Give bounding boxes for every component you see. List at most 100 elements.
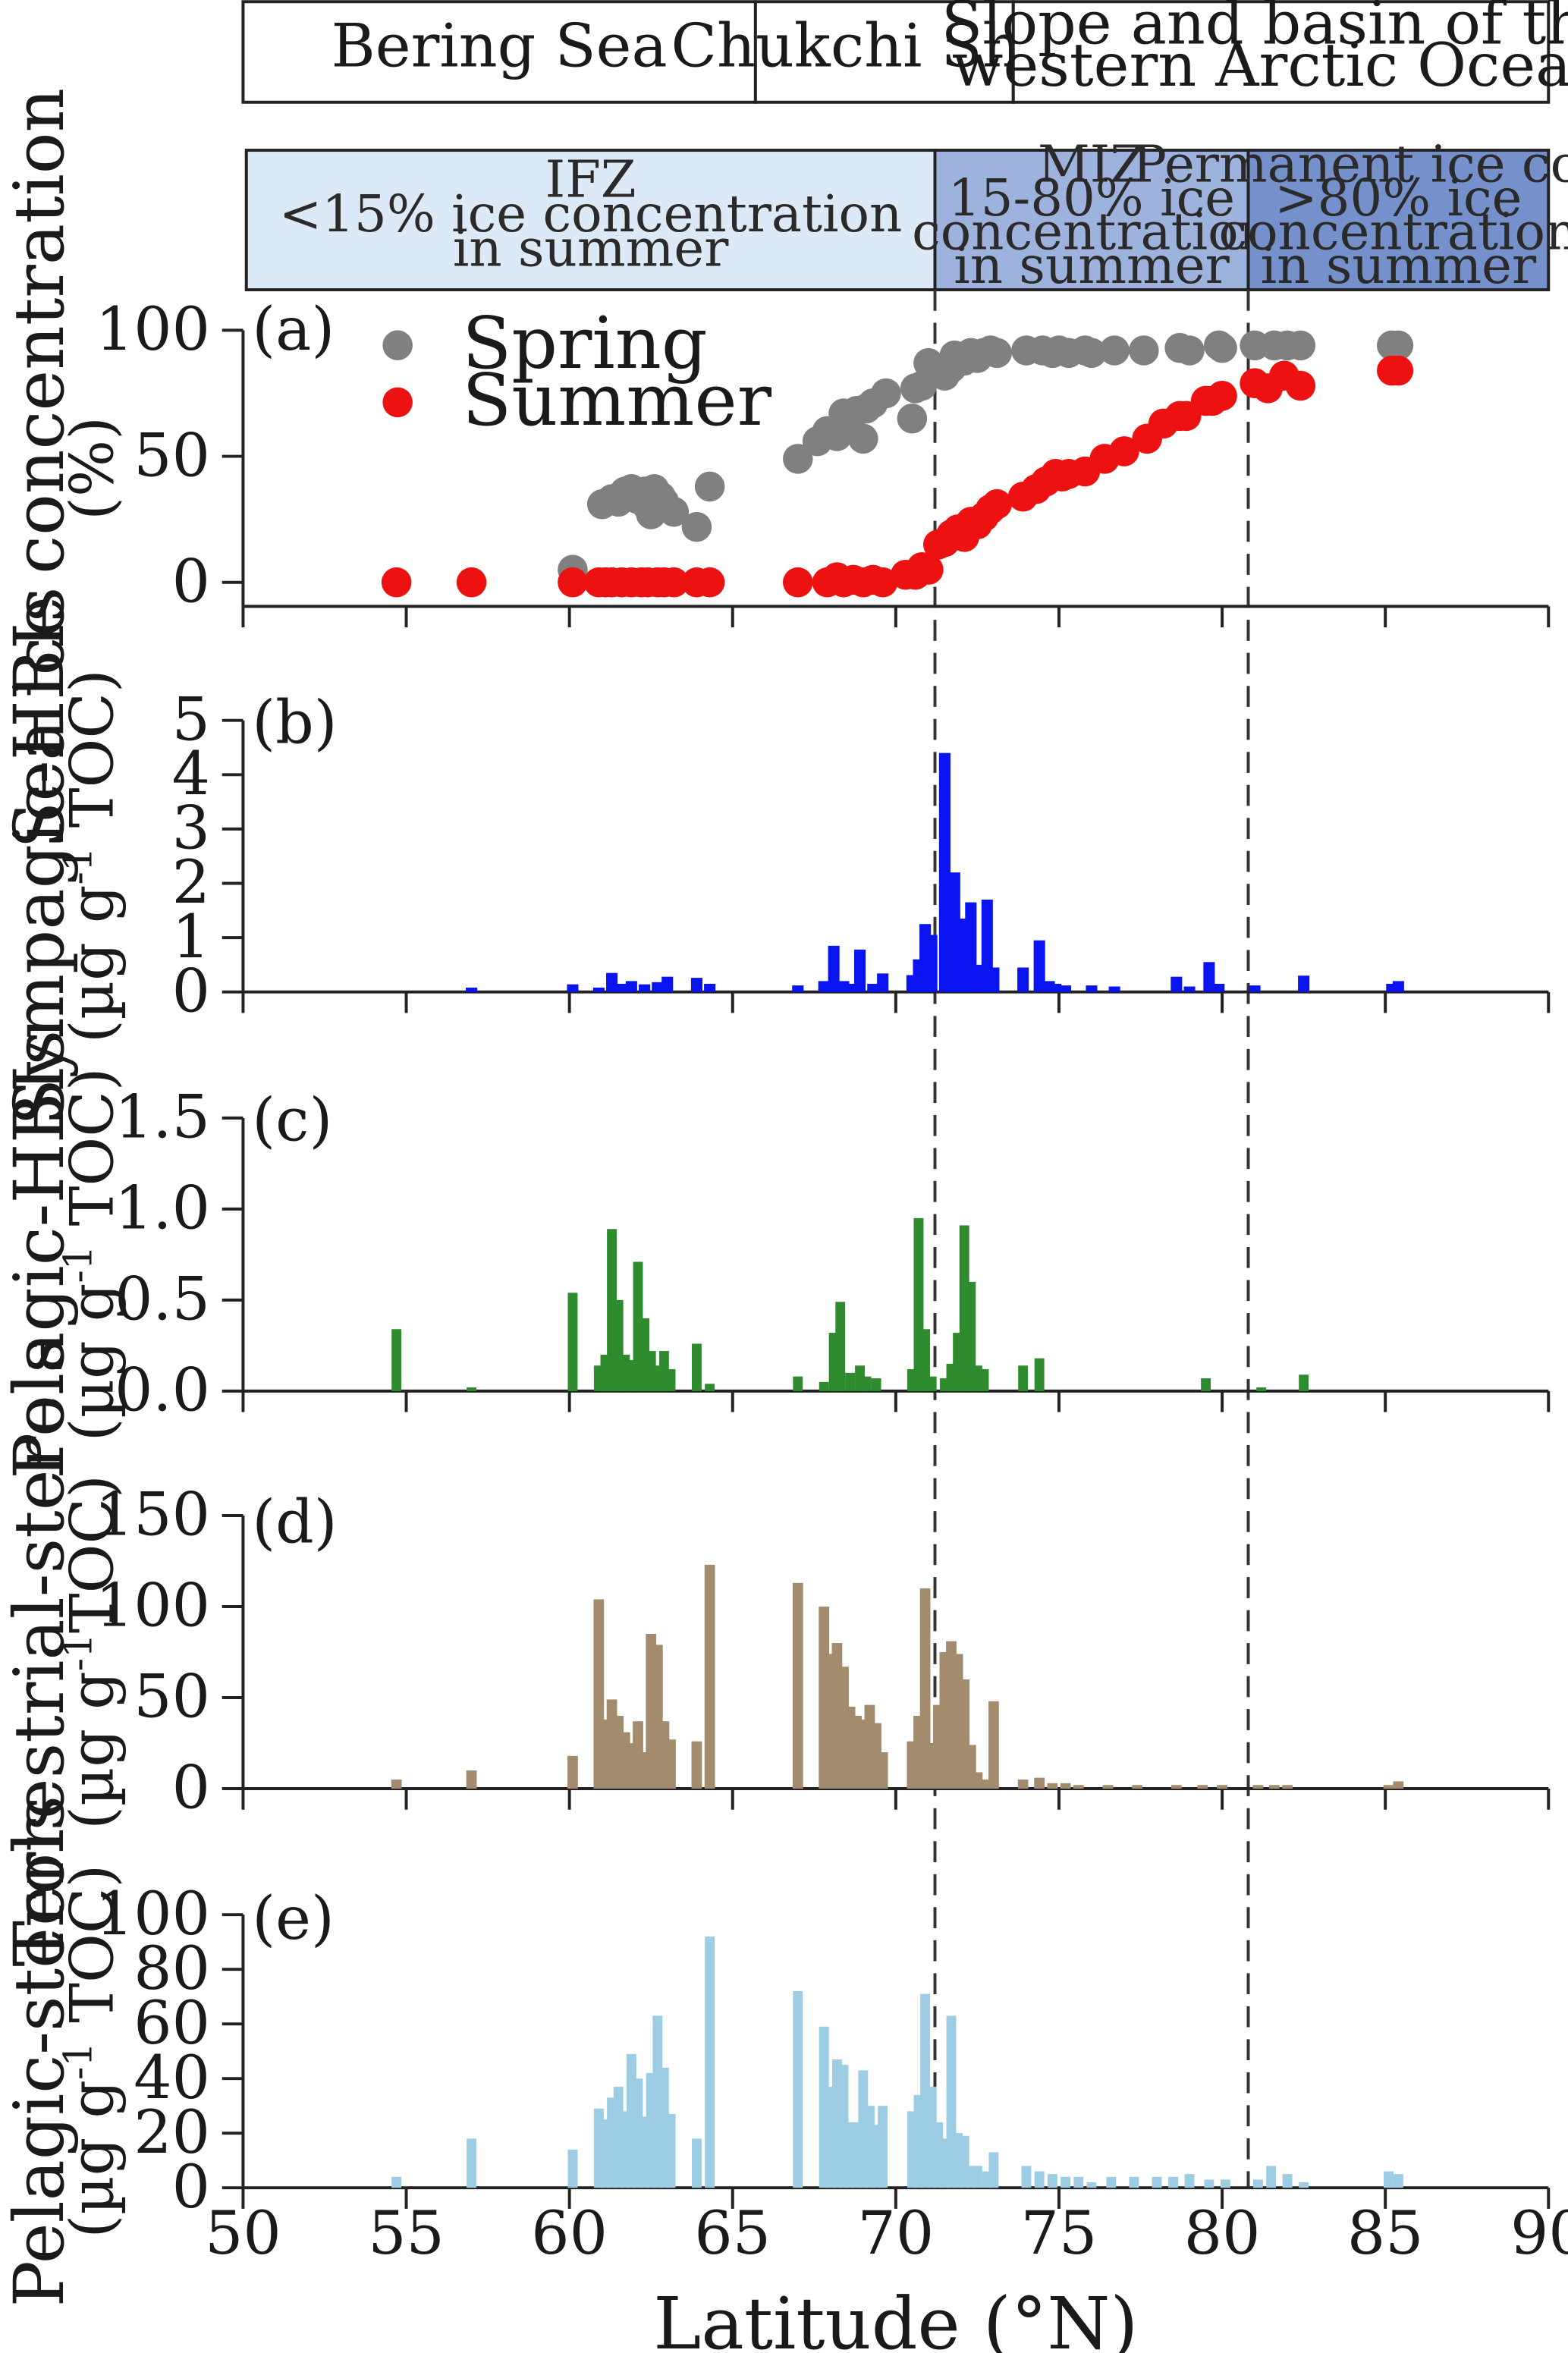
data-point	[658, 567, 690, 598]
bar	[391, 1329, 402, 1391]
bar	[705, 1936, 715, 2188]
y-tick-label: 1.0	[115, 1173, 210, 1243]
y-tick-label: 50	[134, 420, 210, 490]
bar	[877, 973, 889, 992]
data-point	[1109, 436, 1139, 467]
y-tick-label: 5	[172, 684, 210, 754]
y-tick-label: 100	[96, 1571, 210, 1641]
zone-label: concentration	[912, 203, 1271, 262]
bar	[1183, 986, 1196, 992]
data-point	[1383, 330, 1414, 361]
bar	[1392, 981, 1404, 992]
y-axis-label: Sympagic-HBIs	[0, 587, 80, 1126]
bar	[592, 987, 605, 992]
bar	[1034, 2171, 1045, 2188]
bar	[988, 2152, 999, 2188]
bar	[1269, 1785, 1280, 1789]
panel-tag: (d)	[252, 1488, 337, 1557]
bar	[690, 978, 702, 992]
bar	[1152, 2176, 1162, 2188]
series-spring	[558, 330, 1414, 585]
panel-tag: (c)	[252, 1085, 332, 1155]
bar	[966, 1281, 976, 1391]
bar	[691, 1343, 702, 1391]
data-point	[1285, 330, 1316, 361]
bar	[837, 981, 850, 992]
data-point	[1207, 332, 1237, 363]
bar	[828, 945, 840, 992]
data-point	[558, 567, 588, 598]
bar	[972, 2166, 982, 2188]
bar	[979, 1780, 989, 1789]
bar	[1299, 1374, 1309, 1391]
x-tick-label: 50	[205, 2198, 281, 2268]
bar	[1197, 1785, 1208, 1789]
y-axis-label: Pelagic-sterols	[0, 1795, 80, 2307]
bar	[919, 1588, 931, 1789]
y-tick-label: 4	[172, 739, 210, 809]
region-box	[1011, 0, 1551, 104]
bar	[391, 1780, 402, 1789]
bar	[1249, 985, 1261, 992]
zone-label: in summer	[453, 218, 729, 278]
bar	[704, 983, 716, 992]
bar	[704, 1564, 715, 1789]
region-box	[753, 0, 1015, 104]
bar	[1282, 1785, 1293, 1789]
bar	[877, 1752, 888, 1789]
bar	[1047, 1783, 1058, 1789]
bar	[1282, 2174, 1293, 2188]
bar	[691, 1741, 702, 1789]
data-point	[982, 489, 1013, 520]
bar	[466, 987, 478, 992]
bar	[792, 985, 804, 992]
bar	[567, 1293, 578, 1391]
bar	[1108, 986, 1120, 992]
panel-c: 0.0 0.5 1.0 1.5 Pelagic-HBIs(µg g-1 TOC) (c)	[0, 1030, 1551, 1479]
y-tick-label: 3	[172, 793, 210, 863]
y-tick-label: 0	[172, 546, 210, 616]
bar	[988, 967, 1000, 992]
bar	[1060, 985, 1072, 992]
bar	[606, 972, 618, 992]
zone-label: concentration	[1218, 203, 1568, 262]
bar	[1393, 1781, 1404, 1789]
data-point	[381, 567, 412, 598]
latitude-axis: 50 55 60 65 70 75 80 85 90 Latitude (°N)	[205, 2198, 1568, 2353]
bar	[835, 1302, 846, 1391]
data-point	[1207, 381, 1237, 411]
x-tick-label: 60	[531, 2198, 608, 2268]
y-tick-label: 0.0	[115, 1356, 210, 1425]
data-point	[456, 567, 487, 598]
bar	[1383, 1785, 1394, 1789]
data-point	[871, 378, 901, 409]
legend-marker	[382, 330, 413, 360]
data-point	[658, 496, 690, 527]
zone-label: <15% ice concentration	[279, 184, 902, 243]
bar	[1102, 1785, 1114, 1789]
bar	[971, 964, 983, 992]
y-axis-unit: (µg g-1TOC)	[56, 1475, 127, 1830]
region-box	[241, 0, 757, 104]
bar	[1298, 975, 1310, 992]
bar	[1034, 1358, 1045, 1391]
bar	[1203, 962, 1215, 992]
bar	[466, 1770, 477, 1789]
y-tick-label: 0	[172, 956, 210, 1026]
legend-label: Spring	[462, 302, 707, 385]
region-label: Slope and basin of the	[941, 0, 1568, 58]
panel-tag: (a)	[252, 294, 335, 364]
y-axis-unit: (µg g-1 TOC)	[56, 669, 127, 1043]
legend-label: Summer	[462, 359, 771, 442]
y-tick-label: 60	[134, 1988, 210, 2058]
bar	[661, 976, 674, 992]
bar	[1220, 2179, 1230, 2188]
bar	[705, 1384, 715, 1391]
bar	[691, 2138, 702, 2188]
bar	[665, 2113, 676, 2188]
bar	[1106, 2176, 1117, 2188]
